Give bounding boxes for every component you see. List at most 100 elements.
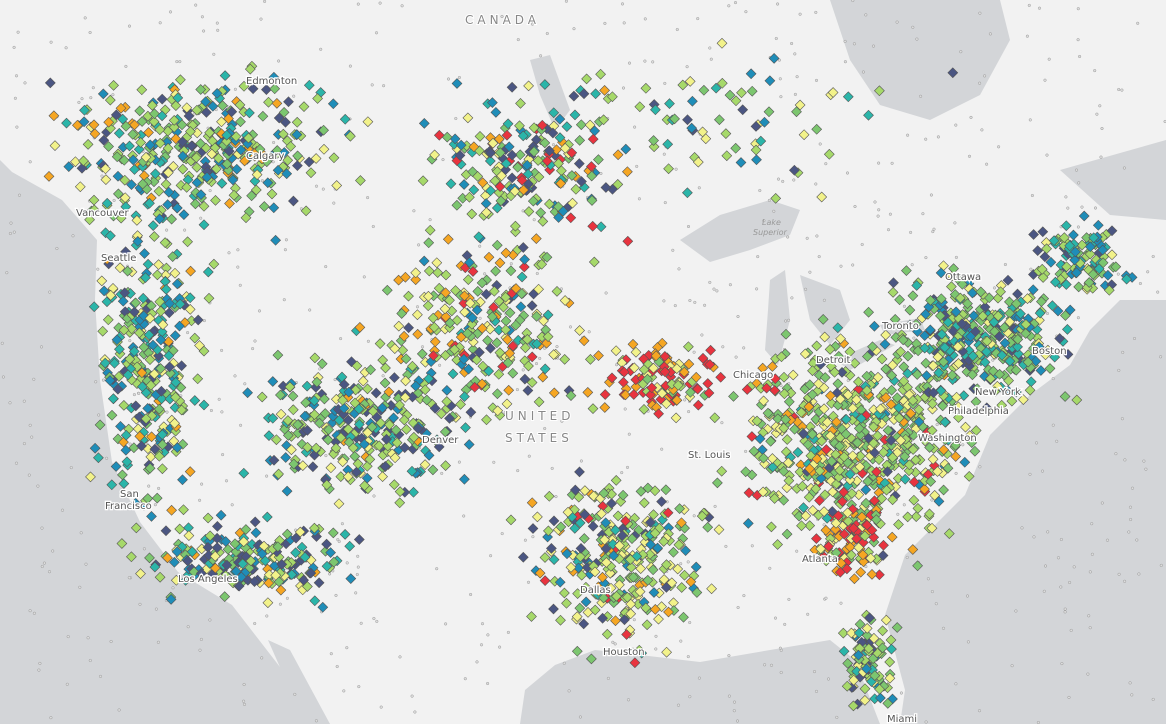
station-marker[interactable] bbox=[840, 414, 852, 425]
station-marker[interactable] bbox=[819, 372, 831, 383]
station-marker[interactable] bbox=[746, 431, 758, 442]
station-marker[interactable] bbox=[861, 385, 873, 396]
station-marker[interactable] bbox=[769, 373, 781, 385]
station-marker[interactable] bbox=[895, 435, 907, 446]
station-marker[interactable] bbox=[811, 453, 823, 465]
station-marker[interactable] bbox=[780, 328, 792, 340]
station-marker[interactable] bbox=[814, 465, 826, 477]
station-marker[interactable] bbox=[834, 440, 845, 452]
station-marker[interactable] bbox=[899, 451, 911, 462]
station-marker[interactable] bbox=[1062, 349, 1074, 360]
station-marker[interactable] bbox=[807, 365, 818, 377]
station-marker[interactable] bbox=[882, 466, 893, 477]
station-marker[interactable] bbox=[907, 444, 919, 455]
station-marker[interactable] bbox=[871, 466, 882, 478]
station-marker[interactable] bbox=[824, 344, 836, 355]
station-marker[interactable] bbox=[778, 422, 790, 434]
station-marker[interactable] bbox=[766, 521, 777, 533]
station-marker[interactable] bbox=[783, 396, 795, 408]
station-marker[interactable] bbox=[860, 497, 872, 509]
station-marker[interactable] bbox=[958, 390, 970, 401]
station-marker[interactable] bbox=[810, 413, 822, 425]
station-marker[interactable] bbox=[780, 414, 791, 425]
station-marker[interactable] bbox=[787, 369, 799, 381]
station-marker[interactable] bbox=[868, 437, 879, 449]
station-marker[interactable] bbox=[755, 382, 767, 394]
station-marker[interactable] bbox=[789, 423, 800, 435]
station-marker[interactable] bbox=[880, 363, 892, 375]
station-marker[interactable] bbox=[807, 505, 819, 516]
station-marker[interactable] bbox=[712, 477, 723, 489]
station-marker[interactable] bbox=[910, 454, 922, 466]
station-marker[interactable] bbox=[846, 414, 858, 426]
station-marker[interactable] bbox=[832, 322, 844, 334]
station-marker[interactable] bbox=[821, 417, 833, 428]
station-marker[interactable] bbox=[907, 544, 919, 555]
station-marker[interactable] bbox=[847, 402, 859, 414]
station-marker[interactable] bbox=[886, 384, 897, 396]
station-marker[interactable] bbox=[813, 378, 824, 390]
station-marker[interactable] bbox=[781, 528, 793, 540]
station-marker[interactable] bbox=[740, 466, 752, 478]
station-marker[interactable] bbox=[891, 392, 903, 404]
station-marker[interactable] bbox=[819, 489, 831, 501]
station-marker[interactable] bbox=[887, 494, 898, 506]
station-marker[interactable] bbox=[969, 445, 981, 457]
station-marker[interactable] bbox=[844, 474, 856, 486]
station-marker[interactable] bbox=[814, 495, 825, 506]
station-marker[interactable] bbox=[878, 447, 889, 458]
station-marker[interactable] bbox=[880, 392, 892, 403]
station-marker[interactable] bbox=[926, 522, 938, 534]
station-marker[interactable] bbox=[893, 519, 904, 530]
station-marker[interactable] bbox=[758, 452, 769, 464]
station-marker[interactable] bbox=[887, 452, 898, 463]
station-marker[interactable] bbox=[772, 413, 784, 425]
station-marker[interactable] bbox=[926, 425, 938, 436]
station-marker[interactable] bbox=[713, 524, 725, 535]
station-marker[interactable] bbox=[892, 473, 904, 484]
station-marker[interactable] bbox=[919, 432, 931, 444]
station-marker[interactable] bbox=[825, 390, 836, 402]
station-marker[interactable] bbox=[953, 412, 964, 423]
station-marker[interactable] bbox=[838, 451, 850, 463]
station-marker[interactable] bbox=[925, 476, 937, 487]
station-marker[interactable] bbox=[767, 361, 778, 372]
station-marker[interactable] bbox=[873, 454, 885, 465]
station-marker[interactable] bbox=[910, 511, 922, 522]
station-marker[interactable] bbox=[829, 366, 840, 378]
station-marker[interactable] bbox=[1006, 395, 1018, 407]
station-marker[interactable] bbox=[924, 508, 935, 520]
station-marker[interactable] bbox=[902, 368, 913, 379]
station-marker[interactable] bbox=[772, 539, 783, 550]
station-marker[interactable] bbox=[728, 391, 739, 402]
station-marker[interactable] bbox=[887, 359, 898, 371]
station-marker[interactable] bbox=[849, 357, 861, 369]
station-marker[interactable] bbox=[902, 511, 914, 523]
station-marker[interactable] bbox=[950, 451, 962, 462]
station-marker[interactable] bbox=[855, 404, 867, 416]
station-marker[interactable] bbox=[818, 403, 830, 415]
station-marker[interactable] bbox=[779, 388, 790, 400]
station-marker[interactable] bbox=[818, 506, 830, 517]
station-marker[interactable] bbox=[869, 447, 880, 459]
station-marker[interactable] bbox=[765, 435, 776, 447]
station-marker[interactable] bbox=[815, 359, 827, 370]
station-marker[interactable] bbox=[964, 430, 976, 441]
station-marker[interactable] bbox=[810, 483, 822, 495]
station-marker[interactable] bbox=[853, 489, 865, 501]
station-marker[interactable] bbox=[831, 416, 842, 428]
station-marker[interactable] bbox=[939, 434, 951, 446]
station-marker[interactable] bbox=[847, 450, 859, 462]
station-marker[interactable] bbox=[820, 444, 832, 455]
station-marker[interactable] bbox=[844, 346, 856, 358]
station-marker[interactable] bbox=[776, 351, 787, 363]
station-marker[interactable] bbox=[899, 473, 911, 485]
station-marker[interactable] bbox=[802, 439, 814, 450]
station-marker[interactable] bbox=[852, 437, 863, 449]
station-marker[interactable] bbox=[807, 357, 819, 369]
station-marker[interactable] bbox=[757, 362, 769, 374]
station-marker[interactable] bbox=[767, 461, 779, 473]
station-marker[interactable] bbox=[804, 463, 815, 475]
station-marker[interactable] bbox=[908, 494, 920, 506]
station-marker[interactable] bbox=[817, 314, 829, 325]
